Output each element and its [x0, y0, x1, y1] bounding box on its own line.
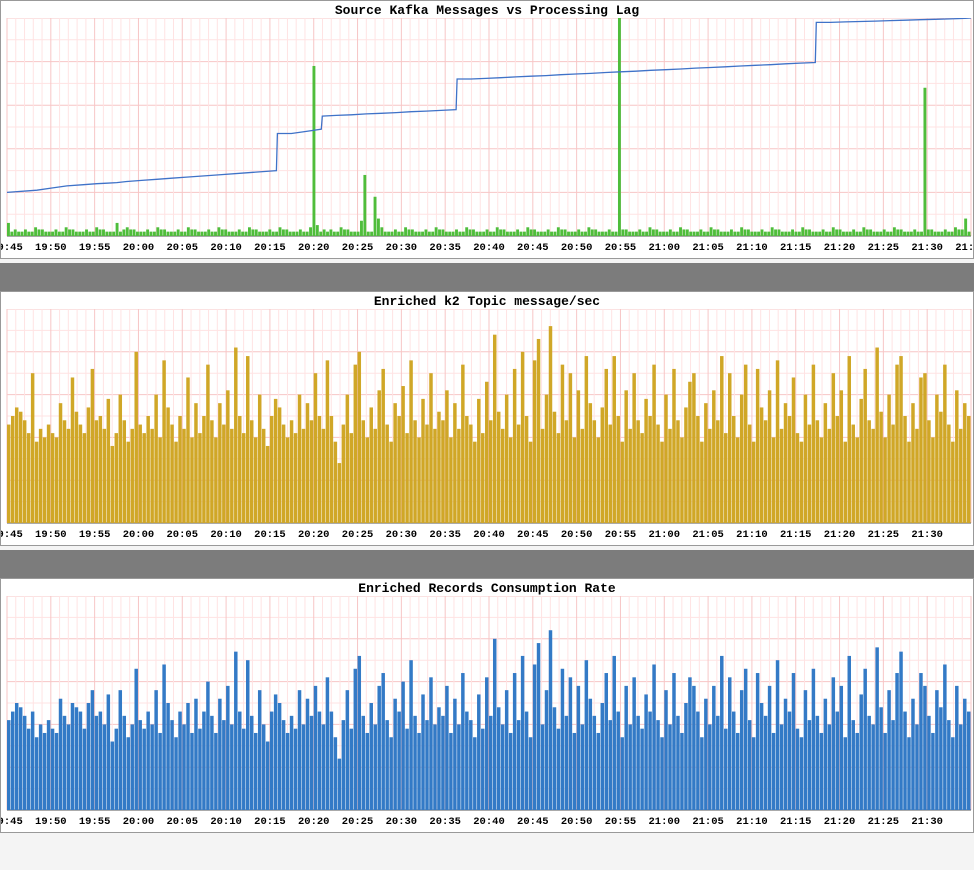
svg-text:21:05: 21:05 — [692, 816, 724, 828]
svg-text:20:25: 20:25 — [342, 242, 374, 254]
svg-text:20:45: 20:45 — [517, 816, 549, 828]
svg-text:20:05: 20:05 — [167, 529, 199, 541]
svg-text:19:55: 19:55 — [79, 242, 111, 254]
svg-text:19:45: 19:45 — [1, 816, 23, 828]
svg-text:20:40: 20:40 — [473, 242, 505, 254]
svg-text:21:20: 21:20 — [824, 529, 856, 541]
svg-text:21:25: 21:25 — [868, 529, 900, 541]
svg-text:21:30: 21:30 — [911, 242, 943, 254]
chart2-title: Enriched k2 Topic message/sec — [1, 292, 973, 309]
svg-text:19:55: 19:55 — [79, 529, 111, 541]
svg-text:20:55: 20:55 — [605, 529, 637, 541]
chart-enriched-topic: Enriched k2 Topic message/sec 19:45 19:50… — [0, 291, 974, 546]
svg-text:21:25: 21:25 — [868, 816, 900, 828]
svg-text:20:30: 20:30 — [386, 529, 418, 541]
svg-text:20:20: 20:20 — [298, 242, 330, 254]
svg-text:19:50: 19:50 — [35, 816, 67, 828]
svg-text:20:25: 20:25 — [342, 529, 374, 541]
chart-kafka-lag: Source Kafka Messages vs Processing Lag … — [0, 0, 974, 259]
svg-text:20:10: 20:10 — [210, 529, 242, 541]
svg-text:21:30: 21:30 — [911, 529, 943, 541]
svg-text:20:50: 20:50 — [561, 242, 593, 254]
svg-text:21:05: 21:05 — [692, 529, 724, 541]
svg-text:20:40: 20:40 — [473, 816, 505, 828]
svg-text:21:00: 21:00 — [649, 529, 681, 541]
svg-text:20:20: 20:20 — [298, 529, 330, 541]
svg-text:20:55: 20:55 — [605, 816, 637, 828]
svg-text:20:05: 20:05 — [167, 816, 199, 828]
svg-text:21:05: 21:05 — [692, 242, 724, 254]
svg-text:20:15: 20:15 — [254, 529, 286, 541]
svg-text:19:55: 19:55 — [79, 816, 111, 828]
chart2-plot: 19:45 19:50 19:55 20:00 20:05 20:10 20:15 20:20… — [1, 309, 973, 545]
svg-text:20:50: 20:50 — [561, 529, 593, 541]
separator-2 — [0, 550, 974, 578]
svg-text:20:30: 20:30 — [386, 242, 418, 254]
svg-text:20:10: 20:10 — [210, 816, 242, 828]
svg-text:20:55: 20:55 — [605, 242, 637, 254]
svg-text:20:50: 20:50 — [561, 816, 593, 828]
svg-text:21:30: 21:30 — [911, 816, 943, 828]
chart1-title: Source Kafka Messages vs Processing Lag — [1, 1, 973, 18]
svg-text:20:00: 20:00 — [123, 529, 155, 541]
svg-text:21:00: 21:00 — [649, 242, 681, 254]
chart3-plot: 19:45 19:50 19:55 20:00 20:05 20:10 20:15 20:20… — [1, 596, 973, 832]
svg-text:19:45: 19:45 — [1, 242, 23, 254]
svg-text:20:15: 20:15 — [254, 816, 286, 828]
svg-text:20:15: 20:15 — [254, 242, 286, 254]
svg-text:21:15: 21:15 — [780, 242, 812, 254]
chart3-title: Enriched Records Consumption Rate — [1, 579, 973, 596]
svg-text:21:35: 21:35 — [955, 242, 973, 254]
svg-text:20:00: 20:00 — [123, 242, 155, 254]
svg-text:20:35: 20:35 — [429, 242, 461, 254]
svg-text:20:35: 20:35 — [429, 529, 461, 541]
svg-text:19:45: 19:45 — [1, 529, 23, 541]
svg-text:21:10: 21:10 — [736, 529, 768, 541]
svg-text:20:10: 20:10 — [210, 242, 242, 254]
svg-text:20:00: 20:00 — [123, 816, 155, 828]
svg-text:20:45: 20:45 — [517, 242, 549, 254]
svg-text:21:10: 21:10 — [736, 816, 768, 828]
svg-text:21:15: 21:15 — [780, 529, 812, 541]
svg-text:20:25: 20:25 — [342, 816, 374, 828]
svg-text:19:50: 19:50 — [35, 242, 67, 254]
chart1-plot: 19:45 19:50 19:55 20:00 20:05 20:10 20:15 20:20… — [1, 18, 973, 258]
chart-consumption-rate: Enriched Records Consumption Rate 19:451… — [0, 578, 974, 833]
svg-text:20:20: 20:20 — [298, 816, 330, 828]
svg-text:21:20: 21:20 — [824, 242, 856, 254]
svg-text:21:25: 21:25 — [868, 242, 900, 254]
svg-text:20:05: 20:05 — [167, 242, 199, 254]
svg-text:20:30: 20:30 — [386, 816, 418, 828]
svg-text:21:20: 21:20 — [824, 816, 856, 828]
svg-text:21:00: 21:00 — [649, 816, 681, 828]
svg-text:20:35: 20:35 — [429, 816, 461, 828]
svg-text:21:10: 21:10 — [736, 242, 768, 254]
svg-text:21:15: 21:15 — [780, 816, 812, 828]
svg-text:19:50: 19:50 — [35, 529, 67, 541]
svg-text:20:40: 20:40 — [473, 529, 505, 541]
separator-1 — [0, 263, 974, 291]
svg-text:20:45: 20:45 — [517, 529, 549, 541]
